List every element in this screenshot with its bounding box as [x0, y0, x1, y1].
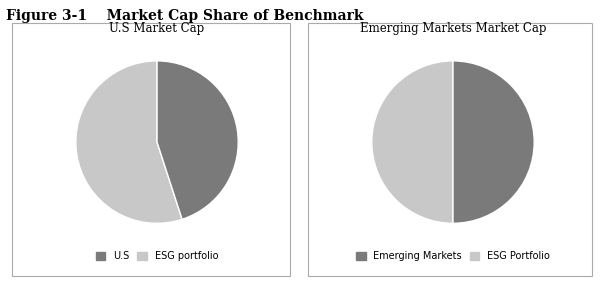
Title: Emerging Markets Market Cap: Emerging Markets Market Cap — [360, 22, 546, 35]
Legend: Emerging Markets, ESG Portfolio: Emerging Markets, ESG Portfolio — [352, 247, 554, 265]
Legend: U.S, ESG portfolio: U.S, ESG portfolio — [92, 247, 222, 265]
Wedge shape — [76, 61, 182, 223]
Wedge shape — [157, 61, 238, 219]
Wedge shape — [372, 61, 453, 223]
Title: U.S Market Cap: U.S Market Cap — [109, 22, 205, 35]
Wedge shape — [453, 61, 534, 223]
Text: Figure 3-1    Market Cap Share of Benchmark: Figure 3-1 Market Cap Share of Benchmark — [6, 9, 364, 23]
